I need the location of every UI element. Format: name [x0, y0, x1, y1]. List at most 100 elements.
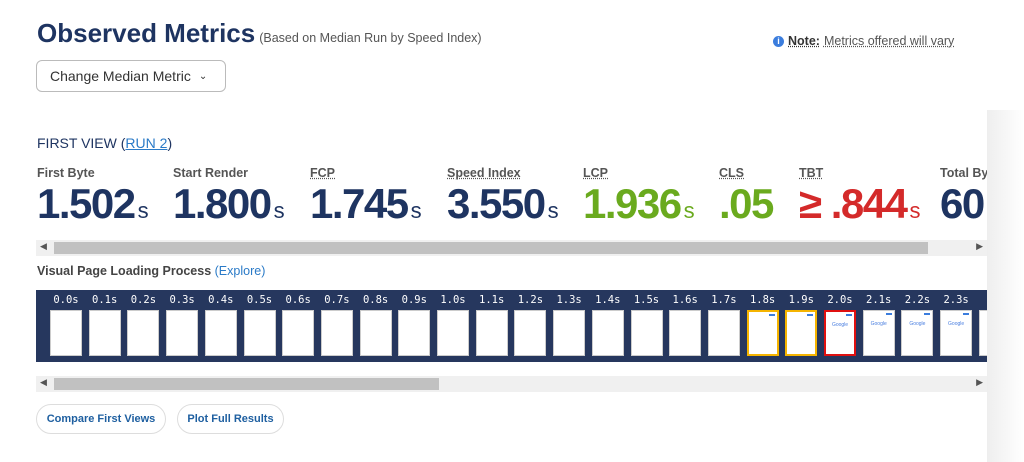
filmstrip-frame[interactable]: 2 — [978, 290, 987, 356]
filmstrip-frame[interactable]: 1.8s — [746, 290, 780, 356]
overflow-shadow — [987, 110, 1024, 462]
frame-time: 1.9s — [788, 294, 814, 306]
visual-loading-title: Visual Page Loading Process (Explore) — [37, 264, 266, 278]
filmstrip-frame[interactable]: 2.0s Google — [823, 290, 857, 356]
frame-time: 1.6s — [672, 294, 698, 306]
frame-bar — [846, 314, 852, 316]
frame-thumbnail — [50, 310, 82, 356]
compare-first-views-button[interactable]: Compare First Views — [36, 404, 166, 434]
filmstrip-frame[interactable]: 1.2s — [513, 290, 547, 356]
metric-unit: s — [410, 198, 422, 223]
explore-link[interactable]: Explore — [218, 264, 262, 278]
metric-label[interactable]: CLS — [719, 166, 744, 180]
metric-label: Total By — [940, 166, 987, 180]
metric-first-byte: First Byte 1.502 s — [37, 166, 149, 235]
frame-time: 0.9s — [401, 294, 427, 306]
scrollbar-thumb[interactable] — [54, 378, 439, 390]
filmstrip-frame[interactable]: 1.4s — [591, 290, 625, 356]
filmstrip-frame[interactable]: 0.2s — [126, 290, 160, 356]
change-median-metric-dropdown[interactable]: Change Median Metric ⌄ — [36, 60, 226, 92]
frame-bar — [885, 313, 892, 315]
metric-value: .05 — [719, 180, 774, 227]
filmstrip-frame[interactable]: 1.7s — [707, 290, 741, 356]
frame-time: 1.4s — [595, 294, 621, 306]
metrics-note[interactable]: i Note: Metrics offered will vary — [773, 34, 954, 48]
filmstrip-frame[interactable]: 2.3s Google — [939, 290, 973, 356]
metrics-row: First Byte 1.502 s Start Render 1.800 s FCP 1.7… — [37, 166, 987, 236]
frame-time: 0.7s — [324, 294, 350, 306]
run-link[interactable]: RUN 2 — [125, 135, 168, 151]
page-title: Observed Metrics (Based on Median Run by … — [37, 18, 482, 48]
scroll-left-icon[interactable]: ◀ — [40, 241, 47, 251]
frame-bar — [963, 313, 970, 315]
filmstrip-frame[interactable]: 2.1s Google — [862, 290, 896, 356]
filmstrip-frame[interactable]: 1.0s — [436, 290, 470, 356]
filmstrip-frame[interactable]: 1.5s — [630, 290, 664, 356]
frame-thumbnail — [320, 310, 353, 356]
frame-time: 1.1s — [479, 294, 505, 306]
filmstrip-frame[interactable]: 0.0s — [49, 290, 83, 356]
filmstrip-frame[interactable]: 0.6s — [281, 290, 315, 356]
metric-label: First Byte — [37, 166, 95, 180]
frame-thumbnail — [243, 310, 276, 356]
frame-thumbnail — [166, 310, 199, 356]
filmstrip-frame[interactable]: 0.3s — [165, 290, 199, 356]
scroll-right-icon[interactable]: ▶ — [976, 241, 983, 251]
metric-label[interactable]: Speed Index — [447, 166, 521, 180]
metric-start-render: Start Render 1.800 s — [173, 166, 285, 235]
frame-thumbnail — [978, 310, 987, 356]
metric-fcp: FCP 1.745 s — [310, 166, 422, 235]
metric-value: 60 — [940, 180, 985, 227]
frame-thumbnail — [359, 310, 392, 356]
scrollbar-thumb[interactable] — [54, 242, 928, 254]
metric-value: 1.800 s — [173, 180, 285, 227]
frame-thumbnail — [785, 310, 818, 356]
page-subtitle: (Based on Median Run by Speed Index) — [259, 31, 482, 45]
filmstrip-frame[interactable]: 0.4s — [204, 290, 238, 356]
metric-label: Start Render — [173, 166, 249, 180]
frame-logo: Google — [870, 321, 887, 327]
metric-label[interactable]: TBT — [799, 166, 824, 180]
frame-bar — [924, 313, 931, 315]
filmstrip-frame[interactable]: 0.5s — [243, 290, 277, 356]
metric-unit: s — [273, 198, 285, 223]
metric-unit: s — [909, 198, 921, 223]
filmstrip-frame[interactable]: 0.9s — [397, 290, 431, 356]
metrics-scrollbar[interactable]: ◀ ▶ — [36, 240, 987, 256]
frame-time: 0.6s — [285, 294, 311, 306]
metric-value: ≥ .844 s — [799, 180, 921, 227]
metric-label[interactable]: FCP — [310, 166, 335, 180]
filmstrip-scrollbar[interactable]: ◀ ▶ — [36, 376, 987, 392]
filmstrip-frame[interactable]: 1.6s — [668, 290, 702, 356]
frame-time: 2.3s — [943, 294, 969, 306]
frame-thumbnail — [707, 310, 740, 356]
frame-thumbnail: Google — [824, 310, 856, 356]
filmstrip-frame[interactable]: 0.8s — [359, 290, 393, 356]
frame-thumbnail — [282, 310, 315, 356]
metric-unit: s — [683, 198, 695, 223]
scroll-left-icon[interactable]: ◀ — [40, 377, 47, 387]
frame-thumbnail: Google — [862, 310, 895, 356]
frame-thumbnail — [746, 310, 779, 356]
metric-label[interactable]: LCP — [583, 166, 608, 180]
frame-time: 1.3s — [556, 294, 582, 306]
plot-full-results-button[interactable]: Plot Full Results — [177, 404, 284, 434]
frame-time: 0.0s — [53, 294, 79, 306]
metric-value: 1.745 s — [310, 180, 422, 227]
filmstrip-frame[interactable]: 1.3s — [552, 290, 586, 356]
metric-value: 3.550 s — [447, 180, 559, 227]
filmstrip-frame[interactable]: 0.1s — [88, 290, 122, 356]
frame-time: 2.2s — [904, 294, 931, 306]
scroll-right-icon[interactable]: ▶ — [976, 377, 983, 387]
filmstrip-frame[interactable]: 0.7s — [320, 290, 354, 356]
frame-thumbnail — [127, 310, 160, 356]
filmstrip-frame[interactable]: 1.1s — [475, 290, 509, 356]
frame-time: 1.5s — [633, 294, 660, 306]
info-icon: i — [773, 35, 784, 47]
metric-total-by: Total By 60 — [940, 166, 987, 235]
metric-value: 1.936 s — [583, 180, 695, 227]
filmstrip-frame[interactable]: 1.9s — [784, 290, 818, 356]
filmstrip-frame[interactable]: 2.2s Google — [900, 290, 934, 356]
frame-thumbnail — [669, 310, 702, 356]
metric-unit: s — [137, 198, 149, 223]
